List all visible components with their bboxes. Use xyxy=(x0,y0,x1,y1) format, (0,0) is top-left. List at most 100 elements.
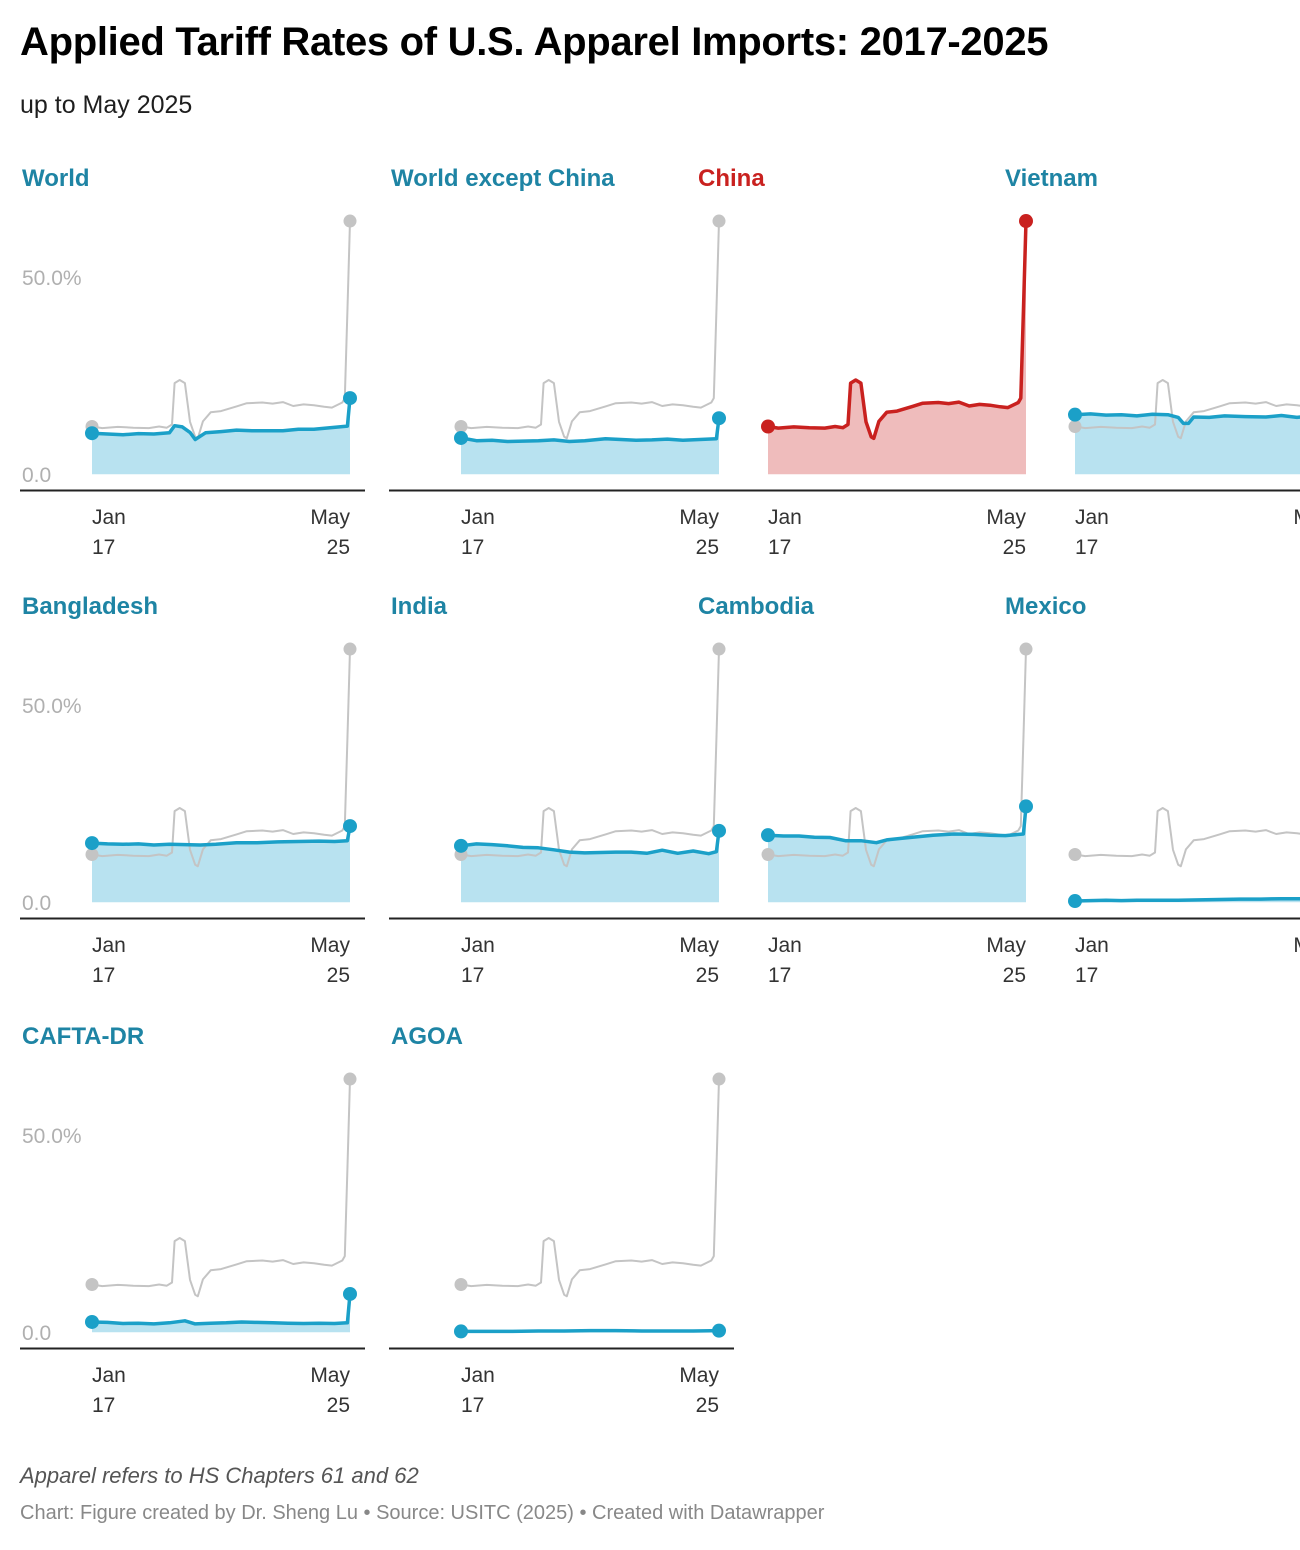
y-tick-label: 0.0 xyxy=(22,464,51,487)
panel-title-mexico: Mexico xyxy=(1005,593,1087,620)
x-tick-month: Jan xyxy=(768,506,802,529)
series-start-point xyxy=(85,426,99,441)
series-area-india xyxy=(461,830,719,903)
panel-title-cambodia: Cambodia xyxy=(698,593,815,620)
x-tick-year: 25 xyxy=(327,1394,350,1417)
series-area-china xyxy=(768,221,1026,475)
series-line-india xyxy=(460,830,721,856)
panel-title-china: China xyxy=(698,165,765,192)
series-line-china xyxy=(767,220,1028,441)
reference-start-point xyxy=(1068,848,1082,862)
chart-notes: Apparel refers to HS Chapters 61 and 62 xyxy=(20,1463,419,1488)
x-tick-month: Jan xyxy=(768,934,802,957)
reference-line-china xyxy=(91,220,351,440)
panel-plot-agoa: Jan 17 May 25 xyxy=(389,1072,734,1417)
x-tick-year: 17 xyxy=(92,1394,115,1417)
series-line-cafta-dr xyxy=(91,1293,352,1326)
x-tick-month: May xyxy=(1293,934,1300,957)
panel-plot-bangladesh: 0.0 50.0% Jan 17 May 25 xyxy=(20,642,365,987)
series-line-bangladesh xyxy=(91,825,352,847)
panel-title-india: India xyxy=(391,593,448,620)
panel-title-agoa: AGOA xyxy=(391,1023,463,1050)
series-area-vietnam xyxy=(1075,413,1300,475)
x-tick-month: Jan xyxy=(461,506,495,529)
panel-agoa: AGOA Jan 17 May 25 xyxy=(389,1023,734,1453)
reference-end-point xyxy=(343,214,357,228)
x-tick-month: Jan xyxy=(461,934,495,957)
x-tick-year: 17 xyxy=(92,536,115,559)
panel-vietnam: Vietnam Jan 17 May 25 xyxy=(1003,165,1300,595)
panel-plot-world: 0.0 50.0% Jan 17 May 25 xyxy=(20,214,365,559)
series-start-point xyxy=(1068,407,1082,422)
panel-plot-cambodia: Jan 17 May 25 xyxy=(696,642,1041,987)
x-tick-year: 17 xyxy=(1075,536,1098,559)
y-tick-label: 50.0% xyxy=(22,267,82,290)
series-line-agoa xyxy=(461,1328,720,1334)
x-tick-month: May xyxy=(679,1364,719,1387)
series-end-point xyxy=(1019,214,1033,229)
reference-line-china xyxy=(1074,807,1300,868)
series-area-cafta-dr xyxy=(92,1294,350,1333)
panel-title-world: World xyxy=(22,165,90,192)
panel-plot-china: Jan 17 May 25 xyxy=(696,214,1041,559)
x-tick-year: 17 xyxy=(768,536,791,559)
series-line-world xyxy=(91,397,352,442)
panel-plot-india: Jan 17 May 25 xyxy=(389,642,734,987)
reference-line-china xyxy=(460,220,720,440)
reference-line-china xyxy=(460,648,720,868)
series-start-point xyxy=(85,836,99,851)
x-tick-year: 17 xyxy=(461,536,484,559)
panel-cafta-dr: CAFTA-DR 0.0 50.0% Jan 17 May 25 xyxy=(20,1023,365,1453)
panel-bangladesh: Bangladesh 0.0 50.0% Jan 17 May 25 xyxy=(20,593,365,1023)
reference-line-china xyxy=(91,1078,351,1298)
x-tick-year: 17 xyxy=(461,1394,484,1417)
series-line-vietnam xyxy=(1074,412,1300,426)
chart-title: Applied Tariff Rates of U.S. Apparel Imp… xyxy=(20,20,1049,64)
series-end-point xyxy=(343,1286,357,1301)
series-line-world-except-china xyxy=(460,417,721,444)
series-line-cambodia xyxy=(767,806,1028,845)
series-area-world xyxy=(92,398,350,475)
chart-footer: Chart: Figure created by Dr. Sheng Lu • … xyxy=(20,1502,825,1524)
x-tick-year: 25 xyxy=(696,964,719,987)
x-tick-month: Jan xyxy=(461,1364,495,1387)
x-tick-month: Jan xyxy=(92,506,126,529)
reference-end-point xyxy=(343,642,357,656)
panel-world: World 0.0 50.0% Jan 17 May 25 xyxy=(20,165,365,595)
x-tick-month: May xyxy=(310,1364,350,1387)
reference-start-point xyxy=(1068,420,1082,434)
panel-title-world-except-china: World except China xyxy=(391,165,615,192)
reference-end-point xyxy=(712,642,726,656)
x-tick-month: May xyxy=(679,506,719,529)
x-tick-year: 25 xyxy=(327,964,350,987)
reference-end-point xyxy=(712,214,726,228)
x-tick-year: 25 xyxy=(696,1394,719,1417)
panel-world-except-china: World except China Jan 17 May 25 xyxy=(389,165,734,595)
panel-plot-cafta-dr: 0.0 50.0% Jan 17 May 25 xyxy=(20,1072,365,1417)
series-end-point xyxy=(712,1323,726,1338)
reference-end-point xyxy=(343,1072,357,1086)
series-end-point xyxy=(343,391,357,406)
reference-start-point xyxy=(85,1278,99,1292)
x-tick-month: May xyxy=(1293,506,1300,529)
panel-title-bangladesh: Bangladesh xyxy=(22,593,159,620)
chart-subtitle: up to May 2025 xyxy=(20,91,193,119)
x-tick-month: May xyxy=(679,934,719,957)
x-tick-year: 25 xyxy=(327,536,350,559)
series-end-point xyxy=(712,823,726,838)
panel-title-cafta-dr: CAFTA-DR xyxy=(22,1023,145,1050)
reference-line-china xyxy=(91,648,351,868)
reference-start-point xyxy=(454,420,468,434)
series-line-mexico xyxy=(1074,896,1300,903)
y-tick-label: 0.0 xyxy=(22,1322,51,1345)
reference-end-point xyxy=(712,1072,726,1086)
reference-start-point xyxy=(85,848,99,862)
series-start-point xyxy=(761,828,775,843)
series-start-point xyxy=(454,430,468,445)
reference-start-point xyxy=(454,1278,468,1292)
series-start-point xyxy=(454,838,468,853)
x-tick-month: May xyxy=(986,934,1026,957)
panel-cambodia: Cambodia Jan 17 May 25 xyxy=(696,593,1041,1023)
panel-mexico: Mexico Jan 17 May 25 xyxy=(1003,593,1300,1023)
x-tick-month: May xyxy=(310,506,350,529)
